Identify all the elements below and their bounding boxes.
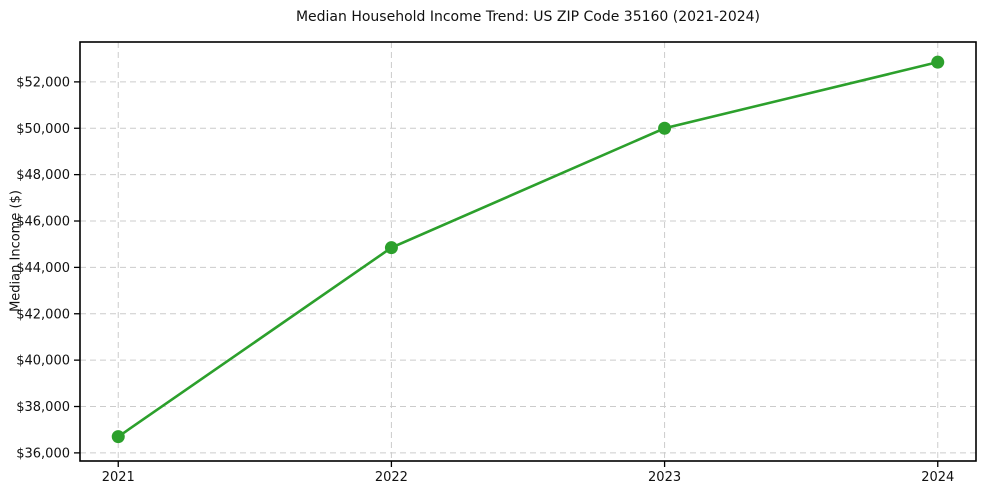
x-tick-label: 2022 <box>375 470 408 485</box>
data-point-2022 <box>384 241 398 255</box>
y-tick-label: $42,000 <box>16 307 70 322</box>
income-trend-line <box>116 60 940 438</box>
y-tick-label: $38,000 <box>16 400 70 415</box>
plot-border <box>79 41 977 462</box>
y-tick-label: $46,000 <box>16 215 70 230</box>
y-tick-label: $52,000 <box>16 75 70 90</box>
data-point-2021 <box>111 430 125 444</box>
chart-title: Median Household Income Trend: US ZIP Co… <box>295 9 761 25</box>
y-tick-label: $40,000 <box>16 354 70 369</box>
y-tick-label: $50,000 <box>16 122 70 137</box>
y-tick-label: $48,000 <box>16 168 70 183</box>
tick-labels: $36,000 $38,000 $40,000 $42,000 $44,000 $46,0… <box>16 75 954 485</box>
y-tick-label: $36,000 <box>16 446 70 461</box>
y-tick-label: $44,000 <box>16 261 70 276</box>
x-tick-label: 2024 <box>921 470 954 485</box>
x-tick-label: 2021 <box>102 470 135 485</box>
x-tick-label: 2023 <box>648 470 681 485</box>
gridlines <box>80 42 976 461</box>
data-point-2024 <box>931 55 945 69</box>
data-point-2023 <box>658 121 672 135</box>
tick-marks <box>74 81 939 467</box>
